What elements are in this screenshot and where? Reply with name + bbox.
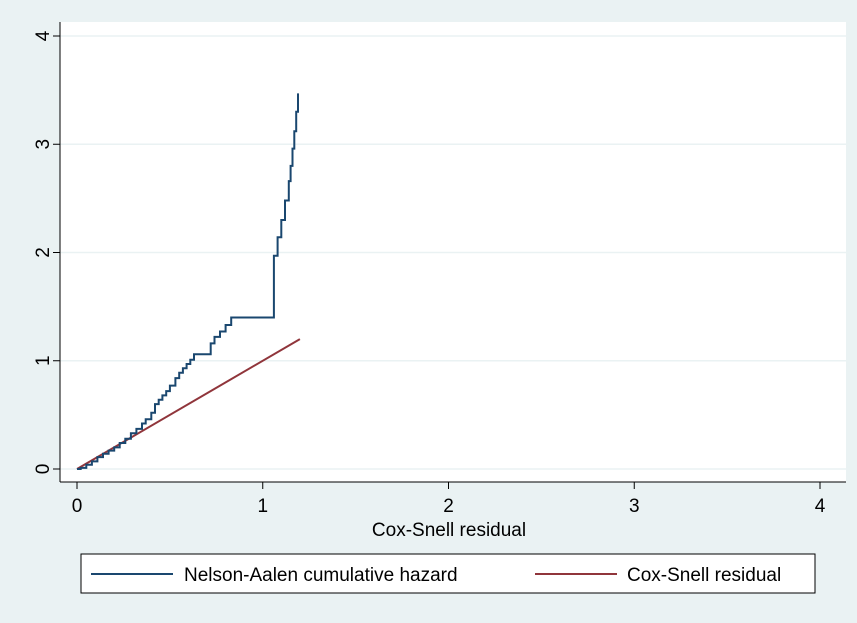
legend-label-cox-snell: Cox-Snell residual	[627, 565, 781, 586]
x-tick-label: 2	[443, 496, 454, 517]
y-tick-label: 3	[33, 139, 54, 150]
x-tick-label: 4	[815, 496, 826, 517]
legend: Nelson-Aalen cumulative hazard Cox-Snell…	[80, 553, 816, 594]
x-tick-label: 1	[257, 496, 268, 517]
x-ticks: 0 1 2 3 4	[72, 482, 826, 517]
y-tick-label: 2	[33, 247, 54, 258]
y-tick-label: 1	[33, 355, 54, 366]
legend-box	[80, 553, 816, 594]
y-tick-label: 4	[33, 30, 54, 41]
y-ticks: 0 1 2 3 4	[33, 30, 60, 474]
legend-label-nelson-aalen: Nelson-Aalen cumulative hazard	[184, 565, 458, 586]
x-axis-title: Cox-Snell residual	[372, 520, 526, 541]
x-tick-label: 3	[629, 496, 640, 517]
series-layer	[76, 93, 301, 470]
series-line-nelson-aalen	[77, 93, 299, 470]
x-tick-label: 0	[72, 496, 83, 517]
y-tick-label: 0	[33, 464, 54, 475]
